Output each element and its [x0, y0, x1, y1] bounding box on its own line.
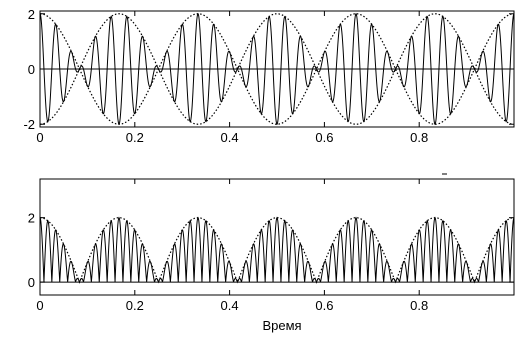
modulated-signal-ticks	[39, 11, 514, 127]
rectified-signal-axes-box	[39, 178, 515, 296]
x-tick-label: 0.4	[221, 298, 239, 313]
x-tick-label: 0.2	[126, 130, 144, 145]
envelope-line	[40, 13, 514, 125]
x-tick-label: 0.2	[126, 298, 144, 313]
x-tick-label: 0.8	[410, 130, 428, 145]
rectified-signal-lines	[40, 216, 514, 284]
modulated-signal-lines	[40, 12, 514, 126]
rectified-signal-ticks	[39, 179, 514, 295]
y-tick-label: -2	[23, 117, 35, 132]
y-tick-label: 0	[28, 275, 35, 290]
y-tick-label: 2	[28, 7, 35, 22]
x-tick-label: 0.6	[315, 298, 333, 313]
y-tick-label: 2	[28, 211, 35, 226]
y-tick-label: 0	[28, 62, 35, 77]
x-tick-label: 0	[36, 298, 43, 313]
x-axis-label: Время	[262, 318, 301, 333]
modulated-signal-plot: 0 0.2 0.4 0.6 0.8-202	[23, 7, 515, 145]
rectified-signal-plot: 0 0.2 0.4 0.6 0.8 0 2 Время	[28, 178, 515, 333]
rectified-signal-tick-labels: 0 0.2 0.4 0.6 0.8 0 2	[28, 211, 428, 313]
envelope-line	[40, 13, 514, 125]
x-tick-label: 0.8	[410, 298, 428, 313]
envelope-line	[40, 217, 514, 284]
x-tick-label: 0.6	[315, 130, 333, 145]
modulated-signal-tick-labels: 0 0.2 0.4 0.6 0.8-202	[23, 7, 428, 145]
x-tick-label: 0.4	[221, 130, 239, 145]
x-tick-label: 0	[36, 130, 43, 145]
